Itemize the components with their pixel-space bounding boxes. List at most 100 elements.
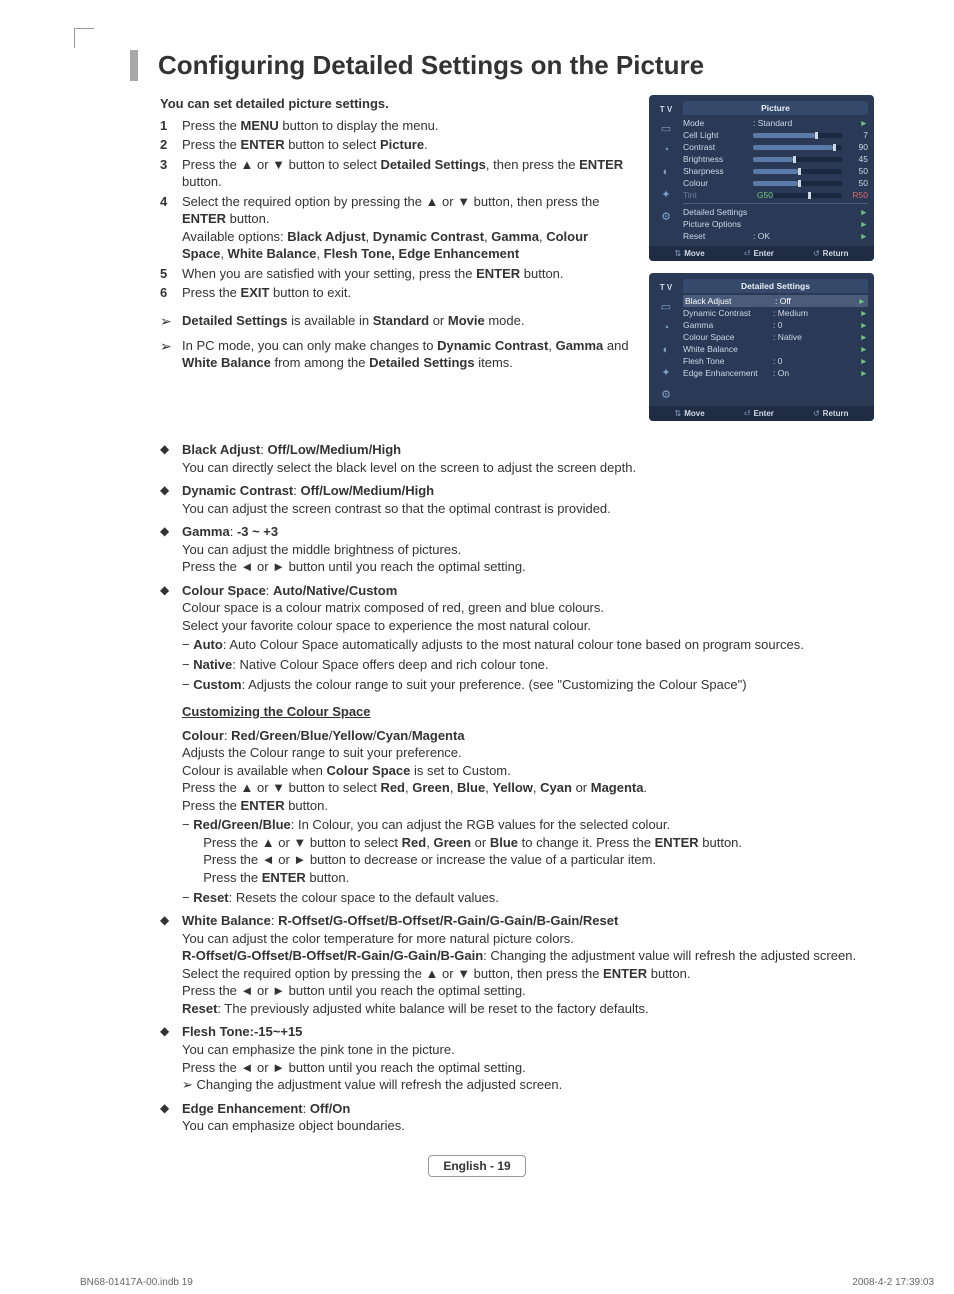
step-body: When you are satisfied with your setting… (182, 265, 631, 283)
return-icon: ↺ (813, 249, 820, 258)
page: Configuring Detailed Settings on the Pic… (0, 0, 954, 1294)
steps-list: 1Press the MENU button to display the me… (160, 117, 631, 302)
osd-value: 50 (842, 166, 868, 176)
intro: You can set detailed picture settings. (160, 95, 631, 113)
caret-icon: ► (858, 332, 868, 342)
bullet-body: Dynamic Contrast: Off/Low/Medium/HighYou… (182, 482, 874, 517)
step-item: 6Press the EXIT button to exit. (160, 284, 631, 302)
caret-icon: ► (858, 308, 868, 318)
osd-label: Contrast (683, 142, 753, 152)
bullet-body: Flesh Tone:-15~+15You can emphasize the … (182, 1023, 874, 1093)
print-meta: BN68-01417A-00.indb 19 2008-4-2 17:39:03 (80, 1277, 934, 1288)
step-number: 6 (160, 284, 182, 302)
osd-label: Colour Space (683, 332, 773, 342)
osd-footer: ⇅ Move ⏎ Enter ↺ Return (649, 406, 874, 421)
diamond-icon: ◆ (160, 523, 182, 576)
osd-label: Reset (683, 231, 753, 241)
dash-item: − Reset: Resets the colour space to the … (182, 889, 874, 907)
enter-icon: ⏎ (744, 409, 751, 418)
bullet-item: ◆White Balance: R-Offset/G-Offset/B-Offs… (160, 912, 874, 1017)
step-body: Press the ENTER button to select Picture… (182, 136, 631, 154)
caret-icon: ► (856, 296, 866, 306)
osd-category-icon: ◐ (657, 342, 675, 358)
diamond-icon: ◆ (160, 1100, 182, 1135)
osd-title: Picture (683, 101, 868, 115)
page-footer: English - 19 (80, 1155, 874, 1177)
diamond-icon: ◆ (160, 582, 182, 906)
osd-slider (753, 133, 842, 138)
osd-category-icon: ◔ (657, 142, 675, 158)
caret-icon: ► (858, 207, 868, 217)
diamond-icon: ◆ (160, 912, 182, 1017)
osd-tv-label: T V (660, 105, 672, 114)
step-item: 2Press the ENTER button to select Pictur… (160, 136, 631, 154)
bullet-item: ◆Gamma: -3 ~ +3You can adjust the middle… (160, 523, 874, 576)
bullet-body: Colour Space: Auto/Native/CustomColour s… (182, 582, 874, 906)
osd-sidebar: T V▭◔◐✦⚙ (655, 101, 677, 242)
note-arrow-icon: ➢ (160, 337, 182, 372)
caret-icon: ► (858, 368, 868, 378)
osd-label: Edge Enhancement (683, 368, 773, 378)
osd-category-icon: ◔ (657, 320, 675, 336)
osd-label: Tint (683, 190, 753, 200)
step-number: 5 (160, 265, 182, 283)
step-item: 3Press the ▲ or ▼ button to select Detai… (160, 156, 631, 191)
osd-label: Flesh Tone (683, 356, 773, 366)
osd-value: : Native (773, 332, 858, 342)
osd-picture: T V▭◔◐✦⚙ Picture Mode: Standard►Cell Lig… (649, 95, 874, 261)
dash-item: − Auto: Auto Colour Space automatically … (182, 636, 874, 654)
diamond-icon: ◆ (160, 441, 182, 476)
osd-value: : 0 (773, 356, 858, 366)
caret-icon: ► (858, 320, 868, 330)
crop-mark (74, 28, 94, 48)
osd-value: 50 (842, 178, 868, 188)
osd-value: 90 (842, 142, 868, 152)
osd-value: : OK (753, 231, 858, 241)
note-body: In PC mode, you can only make changes to… (182, 337, 631, 372)
bullets-list: ◆Black Adjust: Off/Low/Medium/HighYou ca… (160, 441, 874, 1135)
osd-label: Sharpness (683, 166, 753, 176)
osd-slider (753, 157, 842, 162)
step-number: 3 (160, 156, 182, 191)
note-body: Detailed Settings is available in Standa… (182, 312, 631, 331)
step-item: 5When you are satisfied with your settin… (160, 265, 631, 283)
caret-icon: ► (858, 231, 868, 241)
osd-label: Gamma (683, 320, 773, 330)
dash-item: − Native: Native Colour Space offers dee… (182, 656, 874, 674)
content: You can set detailed picture settings. 1… (160, 95, 874, 1135)
osd-detailed-settings: T V▭◔◐✦⚙ Detailed Settings Black Adjust:… (649, 273, 874, 421)
osd-category-icon: ⚙ (657, 386, 675, 402)
osd-label: Black Adjust (685, 296, 775, 306)
osd-label: Mode (683, 118, 753, 128)
step-body: Press the ▲ or ▼ button to select Detail… (182, 156, 631, 191)
caret-icon: ► (858, 118, 868, 128)
step-number: 1 (160, 117, 182, 135)
osd-value: : Medium (773, 308, 858, 318)
osd-value: : Standard (753, 118, 858, 128)
meta-file: BN68-01417A-00.indb 19 (80, 1277, 193, 1288)
osd-slider (753, 181, 842, 186)
step-number: 2 (160, 136, 182, 154)
osd-label: Cell Light (683, 130, 753, 140)
diamond-icon: ◆ (160, 482, 182, 517)
bullet-item: ◆Black Adjust: Off/Low/Medium/HighYou ca… (160, 441, 874, 476)
osd-category-icon: ⚙ (657, 208, 675, 224)
enter-icon: ⏎ (744, 249, 751, 258)
bullet-item: ◆Edge Enhancement: Off/OnYou can emphasi… (160, 1100, 874, 1135)
note: ➢In PC mode, you can only make changes t… (160, 337, 631, 372)
page-title: Configuring Detailed Settings on the Pic… (158, 50, 874, 81)
osd-label: Detailed Settings (683, 207, 753, 217)
side-column: T V▭◔◐✦⚙ Picture Mode: Standard►Cell Lig… (649, 95, 874, 433)
page-number: English - 19 (428, 1155, 525, 1177)
osd-value: : 0 (773, 320, 858, 330)
osd-tv-label: T V (660, 283, 672, 292)
osd-slider (753, 145, 842, 150)
note: ➢Detailed Settings is available in Stand… (160, 312, 631, 331)
osd-label: Dynamic Contrast (683, 308, 773, 318)
osd-category-icon: ▭ (657, 120, 675, 136)
step-body: Press the EXIT button to exit. (182, 284, 631, 302)
bullet-item: ◆Dynamic Contrast: Off/Low/Medium/HighYo… (160, 482, 874, 517)
bullet-body: Edge Enhancement: Off/OnYou can emphasiz… (182, 1100, 874, 1135)
osd-slider (773, 193, 842, 198)
note-arrow-icon: ➢ (160, 312, 182, 331)
